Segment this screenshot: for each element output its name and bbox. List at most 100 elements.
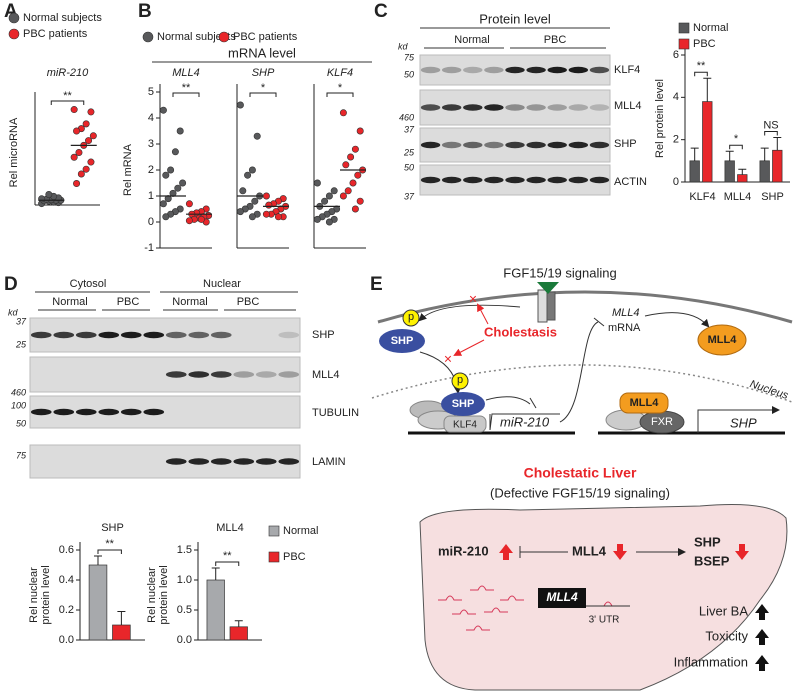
bar bbox=[772, 149, 783, 183]
size-marker: 50 bbox=[404, 162, 414, 172]
legend-swatch bbox=[678, 22, 690, 34]
inhibit bbox=[559, 321, 599, 423]
gene-arrow bbox=[697, 406, 780, 433]
data-point bbox=[162, 171, 170, 179]
nuclear-membrane bbox=[371, 364, 793, 403]
data-point bbox=[85, 137, 93, 145]
blot-band bbox=[441, 66, 462, 74]
data-point bbox=[330, 187, 338, 195]
bar bbox=[737, 174, 748, 183]
blot-band bbox=[589, 104, 610, 111]
bar bbox=[724, 160, 735, 183]
blot-band bbox=[98, 331, 120, 339]
mirna-squiggles bbox=[438, 585, 620, 631]
legend-label: Normal subjects bbox=[23, 12, 102, 24]
blot-band bbox=[233, 458, 255, 465]
blot-title: Protein level bbox=[479, 11, 551, 26]
squiggle bbox=[500, 595, 524, 601]
y-tick-label: 0 bbox=[148, 216, 154, 228]
liver-mirna: miR-210 bbox=[438, 543, 489, 558]
significance-label: ** bbox=[223, 550, 232, 562]
blot-band bbox=[568, 66, 589, 74]
error-bar bbox=[703, 77, 712, 102]
blot-band bbox=[589, 141, 610, 149]
blot-band bbox=[484, 104, 504, 111]
legend-label: PBC patients bbox=[23, 28, 88, 40]
blot-band bbox=[278, 331, 300, 339]
pathway-diagram: FGF15/19 signaling Nucleus SHP p × × Cho… bbox=[371, 265, 793, 691]
utr-label: 3' UTR bbox=[589, 615, 620, 626]
error-bar bbox=[690, 147, 699, 161]
phospho bbox=[451, 372, 469, 390]
blot-band bbox=[165, 331, 187, 339]
protein-label: MLL4 bbox=[708, 334, 738, 346]
data-point bbox=[185, 200, 193, 208]
data-point bbox=[321, 197, 329, 205]
data-point bbox=[351, 205, 359, 213]
band-label: SHP bbox=[614, 138, 637, 150]
blot-band bbox=[75, 408, 97, 416]
chart-title: miR-210 bbox=[47, 67, 89, 79]
significance-bracket bbox=[249, 92, 277, 97]
data-point bbox=[351, 145, 359, 153]
compartment-label: Nuclear bbox=[203, 278, 241, 290]
blot-band bbox=[30, 408, 52, 416]
data-point bbox=[171, 148, 179, 156]
data-point bbox=[339, 192, 347, 200]
blot-band bbox=[463, 104, 483, 111]
x-tick-label: SHP bbox=[761, 191, 784, 203]
up-arrow bbox=[755, 629, 769, 645]
up-arrow bbox=[755, 655, 769, 671]
chart-title: MLL4 bbox=[216, 522, 244, 534]
blot-band bbox=[463, 66, 483, 74]
chart-title: SHP bbox=[252, 67, 275, 79]
blot-band bbox=[526, 141, 546, 149]
legend-label: Normal bbox=[283, 525, 318, 537]
significance-label: ** bbox=[63, 90, 72, 102]
y-tick-label: 2 bbox=[673, 134, 679, 146]
error-bar bbox=[773, 137, 782, 151]
squiggle bbox=[452, 609, 476, 615]
group-label: Normal bbox=[172, 296, 207, 308]
liver-mll4: MLL4 bbox=[572, 543, 607, 558]
significance-bracket bbox=[50, 100, 85, 105]
blot-band bbox=[589, 176, 610, 184]
data-point bbox=[265, 201, 273, 209]
size-marker: 50 bbox=[404, 69, 414, 79]
blot-band bbox=[484, 176, 504, 184]
size-marker: 75 bbox=[16, 450, 27, 460]
blot-band bbox=[233, 371, 255, 378]
band-label: TUBULIN bbox=[312, 407, 359, 419]
blot-band bbox=[75, 331, 97, 339]
blot-band bbox=[547, 141, 567, 149]
block-mark: × bbox=[444, 351, 452, 367]
data-point bbox=[38, 195, 46, 203]
blot-band bbox=[505, 66, 525, 74]
blot-band bbox=[255, 458, 277, 465]
panel-label: B bbox=[138, 1, 152, 22]
blot-band bbox=[210, 371, 232, 378]
size-marker: 25 bbox=[403, 147, 415, 157]
significance-label: ** bbox=[697, 60, 706, 72]
blot-band bbox=[120, 331, 142, 339]
bar bbox=[112, 624, 131, 641]
x-tick-label: KLF4 bbox=[689, 191, 715, 203]
y-tick-label: 0.6 bbox=[59, 544, 74, 556]
blot-band bbox=[547, 66, 567, 74]
y-tick-label: 1 bbox=[148, 190, 154, 202]
blot-band bbox=[505, 141, 525, 149]
blot-band bbox=[420, 141, 441, 149]
unit-label: kd bbox=[8, 307, 19, 317]
data-point bbox=[262, 192, 270, 200]
y-axis-label: Rel mRNA bbox=[122, 143, 134, 196]
inhibit bbox=[485, 396, 531, 405]
group-label: Normal bbox=[52, 296, 87, 308]
legend-label: PBC patients bbox=[233, 31, 298, 43]
unit-label: kd bbox=[398, 41, 409, 51]
error-bar bbox=[738, 168, 747, 175]
legend-label: PBC bbox=[693, 38, 716, 50]
legend-label: PBC bbox=[283, 551, 306, 563]
significance-bracket bbox=[215, 561, 240, 566]
data-point bbox=[253, 132, 261, 140]
